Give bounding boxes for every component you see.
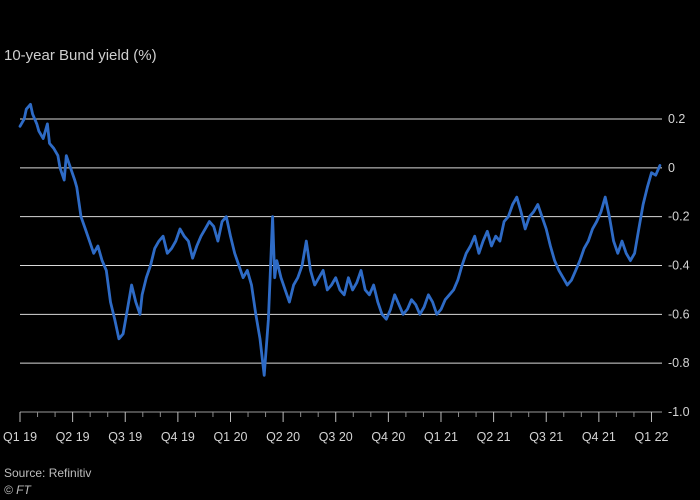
y-tick-label: -1.0	[668, 405, 690, 419]
x-tick-label: Q1 22	[634, 430, 668, 444]
y-tick-label: -0.2	[668, 210, 690, 224]
chart-subtitle: 10-year Bund yield (%)	[4, 47, 157, 64]
x-tick-label: Q2 20	[266, 430, 300, 444]
x-tick-label: Q3 19	[108, 430, 142, 444]
x-tick-label: Q3 21	[529, 430, 563, 444]
source-note: Source: Refinitiv	[4, 466, 92, 480]
x-axis-ticks: Q1 19 Q2 19 Q3 19 Q4 19 Q1 20 Q2 20 Q3 20 Q4 20…	[3, 412, 669, 444]
x-tick-label: Q4 21	[582, 430, 616, 444]
y-tick-label: 0	[668, 161, 675, 175]
x-tick-label: Q4 20	[371, 430, 405, 444]
y-tick-label: 0.2	[668, 112, 685, 126]
x-tick-label: Q4 19	[161, 430, 195, 444]
x-tick-label: Q2 21	[477, 430, 511, 444]
x-tick-label: Q1 20	[213, 430, 247, 444]
bund-yield-line	[18, 102, 662, 377]
ft-credit: © FT	[4, 483, 31, 497]
y-tick-label: -0.8	[668, 356, 690, 370]
y-tick-label: -0.4	[668, 259, 690, 273]
x-tick-label: Q2 19	[56, 430, 90, 444]
line-chart: Q1 19 Q2 19 Q3 19 Q4 19 Q1 20 Q2 20 Q3 20 Q4 20…	[3, 102, 690, 444]
gridlines	[20, 118, 662, 364]
x-tick-label: Q3 20	[319, 430, 353, 444]
y-tick-label: -0.6	[668, 307, 690, 321]
series-layer	[18, 102, 662, 377]
y-axis-labels: 0.2 0 -0.2 -0.4 -0.6 -0.8 -1.0	[668, 112, 690, 419]
x-tick-label: Q1 19	[3, 430, 37, 444]
x-tick-label: Q1 21	[424, 430, 458, 444]
